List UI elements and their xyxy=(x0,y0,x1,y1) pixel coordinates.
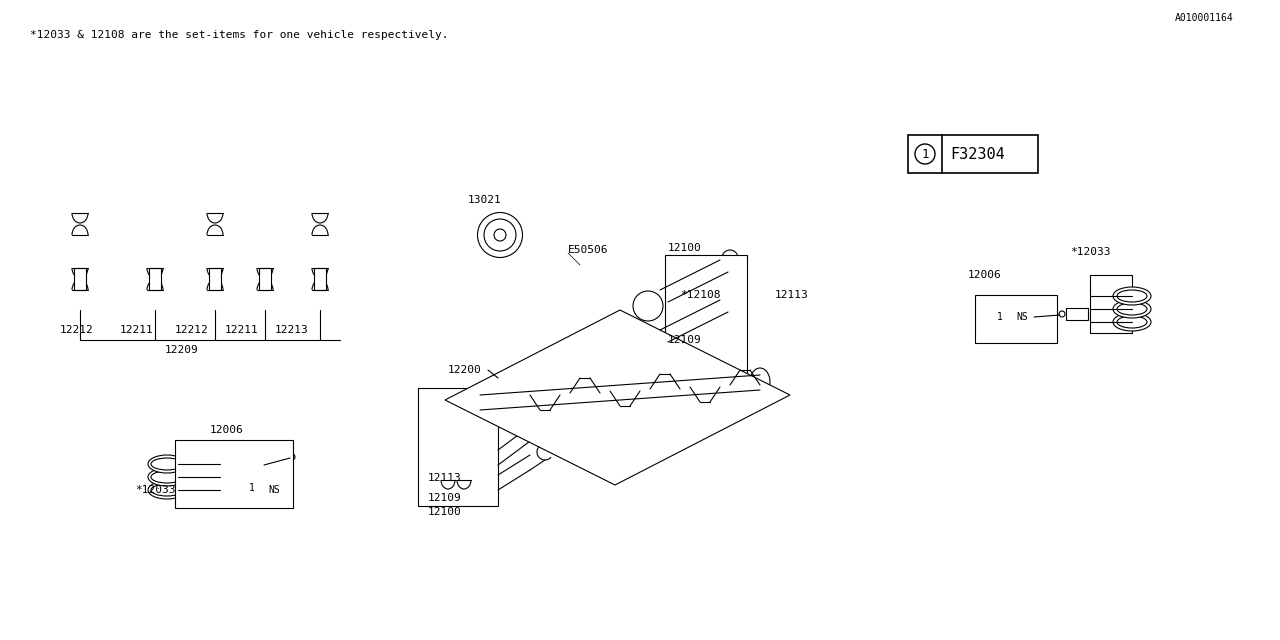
Ellipse shape xyxy=(148,468,186,486)
Ellipse shape xyxy=(1114,313,1151,331)
Circle shape xyxy=(634,291,663,321)
Ellipse shape xyxy=(1117,303,1147,315)
Text: 1: 1 xyxy=(922,147,929,161)
Ellipse shape xyxy=(477,212,522,257)
Bar xyxy=(1010,310,1034,324)
Bar xyxy=(221,459,244,471)
Bar xyxy=(1091,275,1132,333)
Bar xyxy=(908,135,1038,173)
Ellipse shape xyxy=(484,219,516,251)
Text: 12209: 12209 xyxy=(165,345,198,355)
Bar xyxy=(74,268,86,290)
Bar xyxy=(666,255,748,375)
Text: 12211: 12211 xyxy=(225,325,259,335)
Ellipse shape xyxy=(151,484,183,496)
Bar xyxy=(178,443,220,501)
Text: 12109: 12109 xyxy=(428,493,462,503)
Ellipse shape xyxy=(1114,300,1151,318)
Text: 12100: 12100 xyxy=(668,243,701,253)
Text: *12033: *12033 xyxy=(1070,247,1111,257)
Ellipse shape xyxy=(219,459,225,471)
Circle shape xyxy=(244,481,259,495)
Ellipse shape xyxy=(470,386,490,414)
Text: F32304: F32304 xyxy=(950,147,1005,161)
Circle shape xyxy=(289,454,294,460)
Circle shape xyxy=(915,144,934,164)
Ellipse shape xyxy=(1117,316,1147,328)
Text: 12006: 12006 xyxy=(210,425,244,435)
Ellipse shape xyxy=(750,368,771,396)
Ellipse shape xyxy=(151,458,183,470)
Bar xyxy=(209,268,221,290)
Ellipse shape xyxy=(148,455,186,473)
Text: NS: NS xyxy=(1016,312,1028,322)
Polygon shape xyxy=(445,310,790,485)
Bar xyxy=(314,268,326,290)
Ellipse shape xyxy=(148,481,186,499)
Text: *12033: *12033 xyxy=(134,485,175,495)
Bar xyxy=(262,483,285,497)
Text: NS: NS xyxy=(268,485,280,495)
Text: 12213: 12213 xyxy=(275,325,308,335)
Text: 13021: 13021 xyxy=(468,195,502,205)
Bar xyxy=(419,388,498,506)
Bar xyxy=(975,295,1057,343)
Circle shape xyxy=(634,331,663,361)
Bar xyxy=(148,268,161,290)
Text: *12108: *12108 xyxy=(680,290,721,300)
Ellipse shape xyxy=(494,229,506,241)
Text: 1: 1 xyxy=(997,312,1004,322)
Text: 12109: 12109 xyxy=(668,335,701,345)
Circle shape xyxy=(722,250,739,266)
Ellipse shape xyxy=(1114,287,1151,305)
Text: 12006: 12006 xyxy=(968,270,1002,280)
Bar xyxy=(259,268,271,290)
Circle shape xyxy=(1059,311,1065,317)
Text: 12212: 12212 xyxy=(60,325,93,335)
Bar xyxy=(1066,308,1088,320)
Ellipse shape xyxy=(151,471,183,483)
Ellipse shape xyxy=(241,459,247,471)
Text: 1: 1 xyxy=(250,483,255,493)
Text: A010001164: A010001164 xyxy=(1175,13,1234,23)
Text: 12211: 12211 xyxy=(120,325,154,335)
Circle shape xyxy=(722,290,739,306)
Ellipse shape xyxy=(189,457,209,467)
Text: 12113: 12113 xyxy=(428,473,462,483)
Text: 12212: 12212 xyxy=(175,325,209,335)
Text: 12100: 12100 xyxy=(428,507,462,517)
Ellipse shape xyxy=(1117,290,1147,302)
Text: *12033 & 12108 are the set-items for one vehicle respectively.: *12033 & 12108 are the set-items for one… xyxy=(29,30,448,40)
Text: 12113: 12113 xyxy=(774,290,809,300)
Text: E50506: E50506 xyxy=(568,245,608,255)
Circle shape xyxy=(993,310,1007,324)
Text: 12200: 12200 xyxy=(448,365,481,375)
Bar xyxy=(175,440,293,508)
